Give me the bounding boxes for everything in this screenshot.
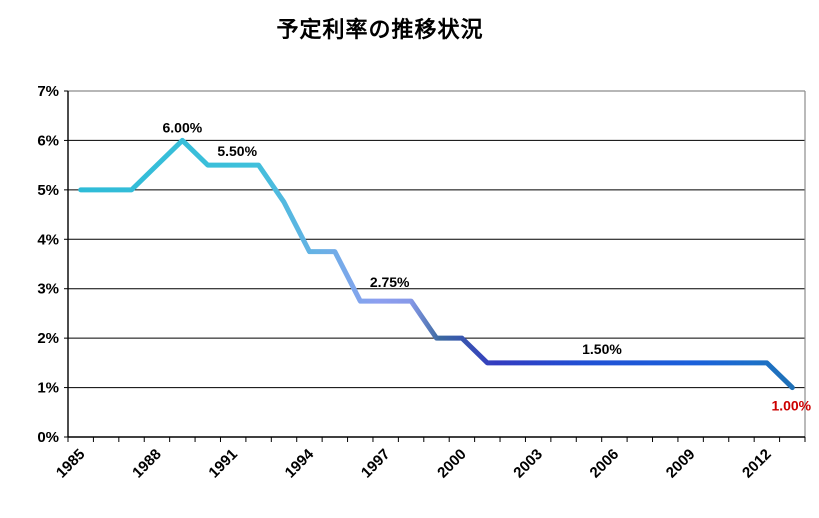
x-axis-label: 2003 <box>510 446 546 482</box>
data-labels: 6.00% 5.50% 2.75% 1.50% 1.00% <box>163 119 812 413</box>
x-axis-label: 1988 <box>129 446 165 482</box>
data-label: 1.50% <box>582 341 622 357</box>
x-axis-label: 1994 <box>282 445 318 481</box>
x-axis-label: 2006 <box>587 446 623 482</box>
x-axis-label: 1997 <box>358 446 394 482</box>
x-axis-label: 2000 <box>434 446 470 482</box>
x-axis-label: 1991 <box>205 446 241 482</box>
axis-ticks <box>64 90 806 442</box>
y-axis-label: 0% <box>37 429 59 446</box>
y-axis-label: 1% <box>37 380 59 397</box>
data-label: 6.00% <box>163 119 203 135</box>
chart-title: 予定利率の推移状況 <box>276 17 484 42</box>
data-series-line <box>78 137 795 391</box>
y-axis-label: 7% <box>37 83 59 100</box>
data-label: 5.50% <box>217 143 257 159</box>
x-axis-labels: 1985 1988 1991 1994 1997 2000 2003 2006 2009 2012 <box>53 445 775 481</box>
x-axis-label: 2012 <box>739 446 775 482</box>
gridlines <box>68 139 805 389</box>
data-label: 1.00% <box>771 398 811 414</box>
x-axis-label: 2009 <box>663 446 699 482</box>
y-axis-label: 2% <box>37 330 59 347</box>
y-axis-label: 6% <box>37 132 59 149</box>
y-axis-labels: 0% 1% 2% 3% 4% 5% 6% 7% <box>37 83 59 446</box>
x-axis-label: 1985 <box>53 446 89 482</box>
data-label: 2.75% <box>370 274 410 290</box>
y-axis-label: 5% <box>37 182 59 199</box>
y-axis-label: 3% <box>37 281 59 298</box>
y-axis-label: 4% <box>37 231 59 248</box>
